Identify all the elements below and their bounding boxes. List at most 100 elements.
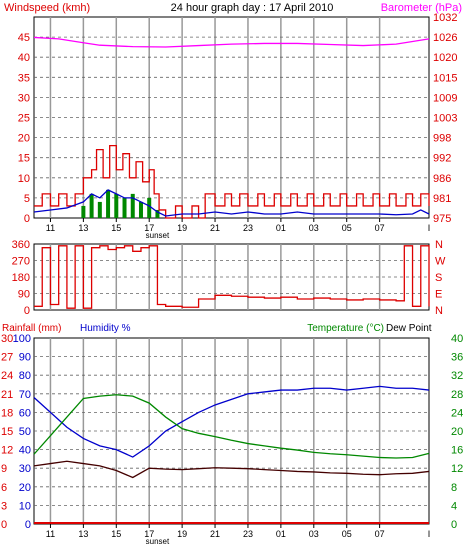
sunset-marker: sunset [146, 537, 170, 546]
sunset-marker: sunset [146, 231, 170, 240]
x-tick-label: 15 [111, 529, 121, 539]
rain-tick-label: 12 [1, 445, 13, 457]
x-tick-label: 13 [78, 223, 88, 233]
temp-tick-label: 28 [451, 389, 463, 401]
humidity-tick-label: 40 [19, 445, 31, 457]
x-tick-label: 19 [177, 529, 187, 539]
humidity-tick-label: 90 [19, 352, 31, 364]
direction-tick-label: 360 [12, 239, 30, 251]
y-left-tick-label: 30 [18, 92, 30, 104]
x-tick-label: 01 [276, 223, 286, 233]
rain-tick-label: 27 [1, 352, 13, 364]
y-left-tick-label: 40 [18, 52, 30, 64]
panel3-rain-label: Rainfall (mm) [2, 323, 61, 334]
rain-tick-label: 30 [1, 333, 13, 345]
temp-tick-label: 8 [451, 482, 457, 494]
y-right-tick-label: 1026 [433, 32, 457, 44]
panel1-left-label: Windspeed (kmh) [4, 2, 90, 14]
compass-tick-label: N [435, 305, 443, 317]
rain-tick-label: 24 [1, 370, 13, 382]
wind-bar [81, 205, 86, 218]
x-tick-label: 01 [276, 529, 286, 539]
x-tick-label: 11 [46, 529, 55, 539]
direction-tick-label: 180 [12, 272, 30, 284]
plot-frame [33, 337, 430, 525]
x-tick-label: 13 [78, 529, 88, 539]
plot-frame [33, 16, 430, 219]
humidity-series [33, 385, 430, 458]
panel1-title: 24 hour graph day : 17 April 2010 [171, 2, 334, 14]
x-tick-label: 17 [144, 529, 154, 539]
humidity-tick-label: 10 [19, 500, 31, 512]
temp-tick-label: 0 [451, 519, 457, 531]
x-tick-label: 19 [177, 223, 187, 233]
temp-tick-label: 24 [451, 407, 463, 419]
x-tick-label: 23 [243, 529, 253, 539]
x-end-marker: I [428, 223, 431, 233]
compass-tick-label: E [435, 289, 442, 301]
humidity-tick-label: 30 [19, 463, 31, 475]
y-left-tick-label: 0 [24, 213, 30, 225]
direction-series [34, 245, 430, 309]
y-right-tick-label: 1032 [433, 12, 457, 24]
x-tick-label: 17 [144, 223, 154, 233]
speed-series [33, 189, 430, 217]
wind-bar [114, 193, 119, 218]
compass-tick-label: S [435, 272, 442, 284]
panel3-plot: 0369121518212427300102030405060708090100… [1, 333, 463, 546]
x-tick-label: 21 [210, 529, 220, 539]
panel1-right-label: Barometer (hPa) [381, 2, 462, 14]
x-tick-label: 07 [375, 223, 385, 233]
y-left-tick-label: 5 [24, 193, 30, 205]
y-right-tick-label: 998 [433, 133, 451, 145]
wind-bar [106, 189, 111, 218]
wind-bar [97, 201, 102, 218]
y-right-tick-label: 1015 [433, 72, 457, 84]
wind-bar [89, 193, 94, 218]
x-tick-label: 15 [111, 223, 121, 233]
wind-bar [155, 209, 160, 218]
barometer-series [33, 36, 430, 48]
wind-bar [130, 193, 135, 218]
rain-tick-label: 21 [1, 389, 13, 401]
y-left-tick-label: 45 [18, 32, 30, 44]
panel3-dew-label: Dew Point [386, 323, 432, 334]
y-left-tick-label: 25 [18, 113, 30, 125]
y-left-tick-label: 20 [18, 133, 30, 145]
x-tick-label: 05 [342, 223, 352, 233]
temp-tick-label: 12 [451, 463, 463, 475]
temp-tick-label: 40 [451, 333, 463, 345]
y-right-tick-label: 1009 [433, 92, 457, 104]
y-right-tick-label: 986 [433, 173, 451, 185]
humidity-tick-label: 60 [19, 407, 31, 419]
x-tick-label: 21 [210, 223, 220, 233]
x-tick-label: 03 [309, 529, 319, 539]
x-end-marker: I [428, 529, 431, 539]
x-tick-label: 11 [46, 223, 55, 233]
humidity-tick-label: 70 [19, 389, 31, 401]
y-right-tick-label: 981 [433, 193, 451, 205]
direction-tick-label: 0 [24, 305, 30, 317]
humidity-tick-label: 80 [19, 370, 31, 382]
rain-tick-label: 9 [1, 463, 7, 475]
x-tick-label: 23 [243, 223, 253, 233]
plot-frame [33, 243, 430, 311]
x-tick-label: 05 [342, 529, 352, 539]
direction-tick-label: 90 [18, 289, 30, 301]
y-right-tick-label: 975 [433, 213, 451, 225]
wind-bar [138, 201, 143, 218]
dewpoint-series [33, 460, 430, 479]
compass-tick-label: W [435, 256, 446, 268]
temp-tick-label: 36 [451, 352, 463, 364]
y-right-tick-label: 1003 [433, 113, 457, 125]
y-right-tick-label: 1020 [433, 52, 457, 64]
temp-tick-label: 32 [451, 370, 463, 382]
panel1-plot: 0510152025303540459759819869929981003100… [18, 12, 458, 240]
wind-bar [122, 197, 127, 218]
rain-tick-label: 18 [1, 407, 13, 419]
compass-tick-label: N [435, 239, 443, 251]
x-tick-label: 03 [309, 223, 319, 233]
humidity-tick-label: 100 [13, 333, 31, 345]
rain-tick-label: 3 [1, 500, 7, 512]
